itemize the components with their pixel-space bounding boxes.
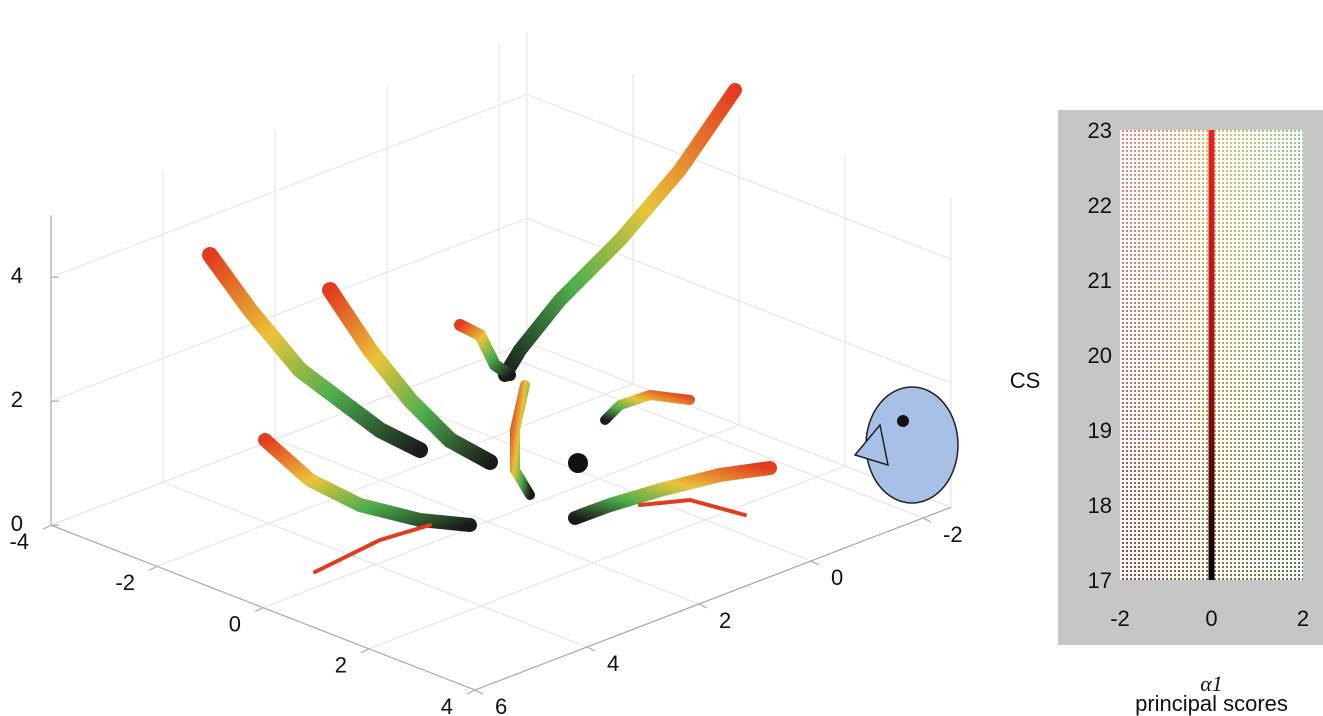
y-tick: [699, 604, 707, 608]
grid-line: [369, 466, 845, 649]
x-tick-label: 2: [1297, 606, 1309, 631]
grid-line: [51, 218, 527, 401]
y-axis-label: CS: [1010, 368, 1041, 393]
mean-shape-line: [1209, 130, 1215, 580]
y-tick-label: -2: [943, 522, 963, 547]
fiber: [265, 440, 470, 525]
x-tick-label: 2: [335, 653, 347, 678]
y-tick-label: 20: [1088, 343, 1112, 368]
x-tick: [43, 525, 51, 529]
fiber: [505, 90, 735, 375]
y-axis: [475, 507, 951, 690]
y-tick: [811, 561, 819, 565]
fiber: [460, 325, 510, 375]
z-tick-label: 0: [11, 511, 23, 536]
x-tick: [361, 649, 369, 653]
y-tick: [923, 518, 931, 522]
x-tick-label: 4: [441, 694, 453, 716]
y-tick-label: 4: [607, 651, 619, 676]
x-tick-label: -2: [115, 570, 135, 595]
z-tick-label: 4: [11, 263, 23, 288]
y-tick-label: 22: [1088, 193, 1112, 218]
fiber-bundles: [210, 90, 770, 572]
y-tick-label: 2: [719, 608, 731, 633]
x-axis-sublabel: principal scores: [1135, 691, 1288, 716]
y-tick-label: 19: [1088, 418, 1112, 443]
grid-line: [387, 396, 811, 561]
center-point: [568, 453, 588, 473]
x-tick: [149, 566, 157, 570]
x-tick-label: -2: [1110, 606, 1130, 631]
z-tick-label: 2: [11, 387, 23, 412]
fiber: [605, 395, 690, 420]
fiber: [515, 385, 530, 495]
grid-line: [263, 425, 739, 608]
y-tick-label: 23: [1088, 118, 1112, 143]
figure: -4-2024-20246024 17181920212223-202CSα1p…: [0, 0, 1323, 716]
grid-line: [51, 342, 527, 525]
fiber: [640, 500, 745, 515]
y-tick: [587, 647, 595, 651]
fiber: [210, 255, 420, 450]
x-tick-label: 0: [1205, 606, 1217, 631]
grid-line: [157, 384, 633, 567]
grid-line: [499, 353, 923, 518]
fiber: [575, 468, 770, 518]
y-tick-label: 6: [495, 694, 507, 716]
y-tick: [475, 690, 483, 694]
y-tick-label: 21: [1088, 268, 1112, 293]
x-tick: [467, 690, 475, 694]
y-tick-label: 17: [1088, 568, 1112, 593]
head-icon: [855, 387, 958, 503]
x-tick-label: 0: [229, 611, 241, 636]
x-tick: [255, 608, 263, 612]
y-tick-label: 18: [1088, 493, 1112, 518]
grid-line: [51, 94, 527, 277]
y-tick-label: 0: [831, 565, 843, 590]
